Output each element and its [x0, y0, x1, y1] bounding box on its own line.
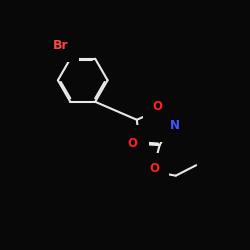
Text: O: O [149, 162, 159, 175]
Text: N: N [170, 119, 179, 132]
Text: N: N [130, 135, 140, 148]
Text: O: O [128, 137, 138, 150]
Text: O: O [152, 100, 162, 113]
Text: Br: Br [53, 38, 69, 52]
